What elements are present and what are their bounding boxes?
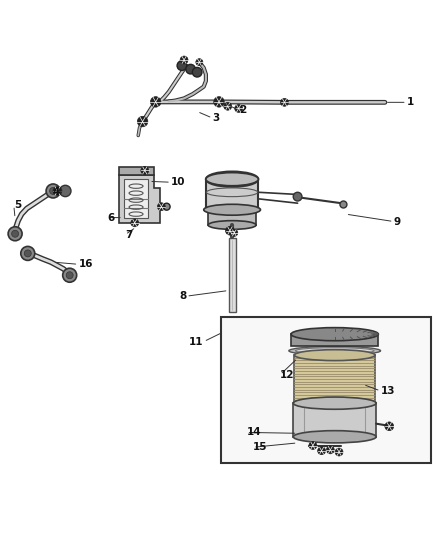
Circle shape [49, 188, 57, 195]
Polygon shape [124, 179, 148, 217]
Circle shape [180, 56, 188, 64]
Circle shape [385, 422, 394, 431]
Ellipse shape [291, 328, 378, 341]
Ellipse shape [294, 350, 375, 361]
Text: 10: 10 [171, 177, 185, 187]
Circle shape [150, 96, 161, 107]
Circle shape [8, 227, 22, 241]
Ellipse shape [293, 397, 376, 409]
Ellipse shape [204, 204, 261, 215]
Circle shape [214, 96, 224, 107]
Text: 12: 12 [280, 370, 295, 380]
Circle shape [46, 184, 60, 198]
Circle shape [231, 229, 238, 236]
Circle shape [192, 67, 202, 77]
Ellipse shape [208, 221, 256, 229]
Circle shape [293, 192, 302, 201]
Circle shape [53, 187, 62, 195]
Text: 15: 15 [253, 442, 268, 453]
Ellipse shape [206, 172, 258, 187]
Ellipse shape [206, 173, 258, 185]
Circle shape [66, 272, 73, 279]
Circle shape [318, 447, 325, 455]
Bar [208, 210, 256, 225]
Circle shape [12, 230, 18, 237]
Circle shape [186, 64, 195, 74]
Circle shape [196, 59, 203, 66]
Circle shape [326, 446, 334, 454]
Bar [119, 167, 153, 175]
Text: 5: 5 [14, 200, 21, 211]
Text: 14: 14 [247, 427, 261, 438]
Circle shape [138, 116, 148, 127]
Circle shape [131, 219, 139, 227]
Circle shape [309, 441, 317, 449]
Circle shape [224, 102, 232, 110]
Circle shape [60, 185, 71, 197]
Bar [293, 403, 376, 437]
Ellipse shape [293, 431, 376, 443]
Circle shape [21, 246, 35, 261]
Text: 3: 3 [212, 113, 220, 123]
Ellipse shape [295, 348, 374, 354]
Text: 4: 4 [52, 187, 60, 197]
Circle shape [157, 203, 165, 211]
Text: 13: 13 [381, 386, 395, 396]
Circle shape [226, 227, 234, 235]
Circle shape [340, 201, 347, 208]
Circle shape [163, 203, 170, 210]
Circle shape [141, 166, 149, 174]
Circle shape [281, 99, 288, 106]
Circle shape [235, 104, 243, 112]
Polygon shape [119, 175, 160, 223]
Bar [229, 238, 236, 312]
Circle shape [24, 250, 31, 257]
Ellipse shape [294, 398, 375, 409]
Text: 7: 7 [125, 230, 133, 240]
Text: 11: 11 [189, 337, 204, 346]
Circle shape [177, 61, 187, 70]
Text: 9: 9 [394, 216, 401, 227]
Circle shape [335, 448, 343, 456]
Text: 1: 1 [407, 98, 414, 107]
Bar [206, 179, 258, 210]
Circle shape [63, 268, 77, 282]
Text: 2: 2 [239, 105, 246, 115]
Bar [221, 317, 431, 463]
Text: 6: 6 [108, 213, 115, 223]
Bar [294, 355, 375, 403]
Bar [291, 334, 378, 346]
Text: 8: 8 [179, 291, 186, 301]
Text: 16: 16 [78, 260, 93, 269]
Ellipse shape [289, 346, 381, 355]
